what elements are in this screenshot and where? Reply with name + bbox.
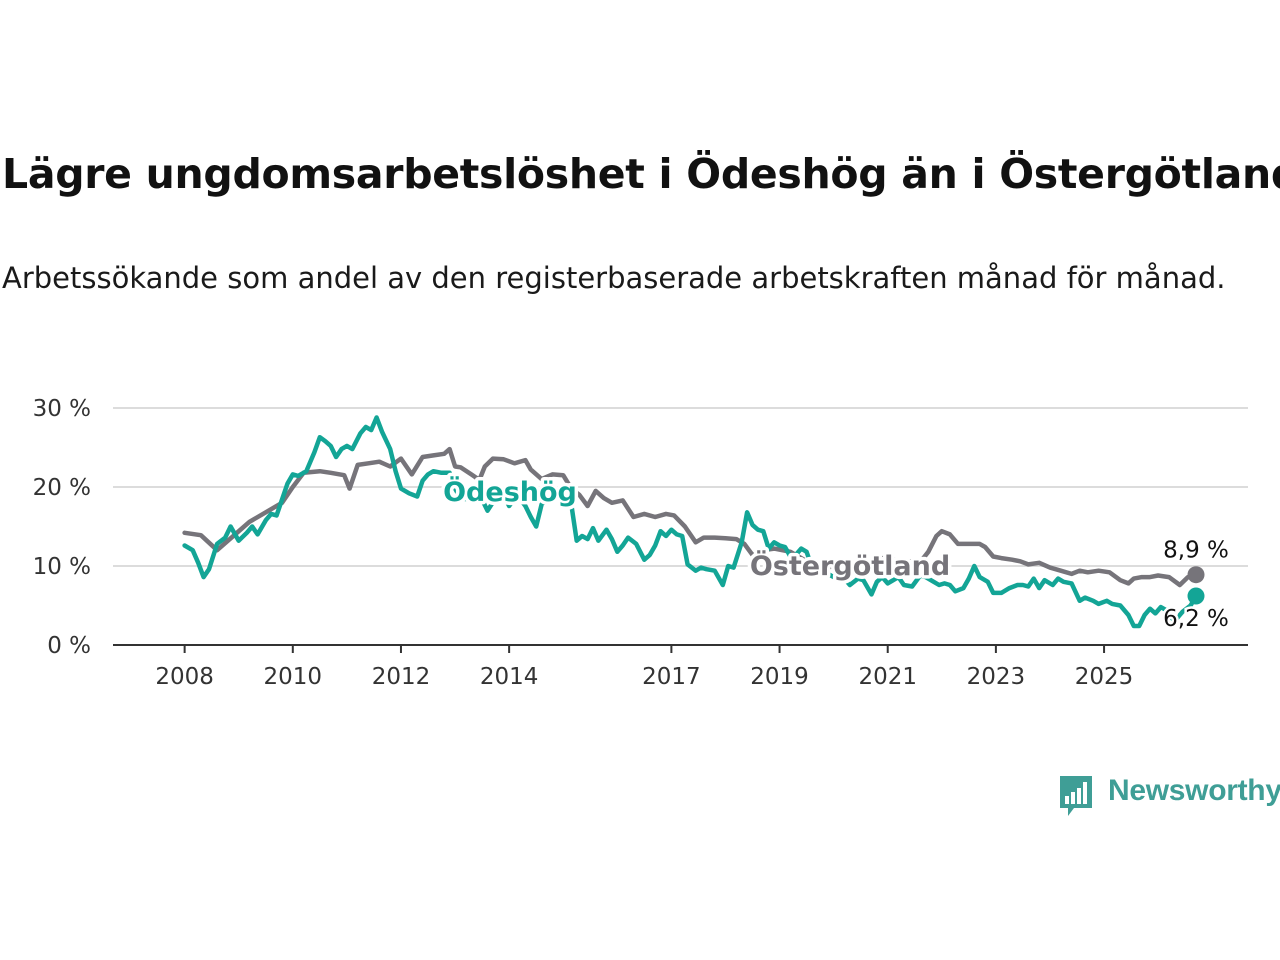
x-tick-label: 2008	[155, 664, 214, 690]
x-tick-label: 2021	[858, 664, 917, 690]
x-tick-label: 2010	[264, 664, 323, 690]
series-endpoint	[1187, 566, 1205, 584]
gridlines	[113, 407, 1248, 567]
x-tick-label: 2014	[480, 664, 539, 690]
end-value-label-ostergotland: 8,9 %	[1163, 538, 1229, 564]
end-value-label-odeshog: 6,2 %	[1163, 606, 1229, 632]
newsworthy-chart-icon	[1060, 776, 1092, 816]
y-tick-label: 0 %	[47, 633, 91, 659]
x-tick-label: 2023	[967, 664, 1026, 690]
x-axis: 2008 2010 2012 2014 2017 2019 2021 2023 2025	[113, 644, 1248, 690]
newsworthy-logo[interactable]: Newsworthy	[1058, 772, 1280, 818]
x-tick-label: 2019	[750, 664, 809, 690]
y-tick-label: 10 %	[33, 554, 91, 580]
x-tick-label: 2025	[1075, 664, 1134, 690]
series-labels: Ödeshög Östergötland 8,9 % 6,2 %	[440, 472, 1232, 635]
series-endpoint	[1187, 587, 1205, 605]
y-axis: 0 % 10 % 20 % 30 %	[33, 396, 91, 659]
x-tick-label: 2017	[642, 664, 701, 690]
series-line-ostergotland	[182, 446, 1199, 588]
series-lines	[182, 415, 1205, 629]
chart-subtitle: Arbetssökande som andel av den registerb…	[2, 261, 1226, 295]
line-chart: 0 % 10 % 20 % 30 % 2008 2010 2012 2014 2017 2019…	[33, 396, 1248, 690]
x-tick-label: 2012	[372, 664, 431, 690]
series-name-label: Ödeshög	[443, 475, 577, 508]
y-tick-label: 30 %	[33, 396, 91, 422]
series-name-label: Östergötland	[750, 549, 950, 582]
y-tick-label: 20 %	[33, 475, 91, 501]
brand-name: Newsworthy	[1108, 774, 1280, 807]
chart-title: Lägre ungdomsarbetslöshet i Ödeshög än i…	[2, 150, 1280, 198]
series-line-odeshog	[182, 415, 1199, 629]
